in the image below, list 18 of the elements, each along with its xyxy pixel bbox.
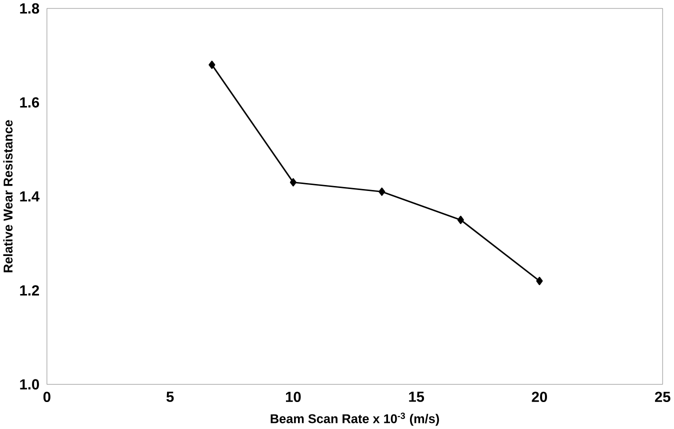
y-axis-title: Relative Wear Resistance [3,120,13,272]
y-tick-label: 1.0 [20,379,39,390]
y-tick-label: 1.8 [20,3,40,14]
point [457,216,464,224]
y-tick-label: 1.6 [20,97,40,108]
x-tick-label: 10 [286,392,301,402]
x-axis-title: Beam Scan Rate x 10$^{-3}$ (m/s) [270,412,439,426]
y-tick-label: 1.2 [20,285,39,296]
y-tick-label: 1.4 [20,191,40,202]
x-tick-label: 5 [166,392,174,402]
point [378,188,386,196]
point [290,178,296,186]
x-tick-label: 0 [43,392,50,402]
x-tick-label: 25 [654,392,670,402]
x-tick-label: 20 [532,392,547,402]
x-tick-label: 15 [409,392,424,402]
point [536,276,543,286]
point [208,60,216,69]
